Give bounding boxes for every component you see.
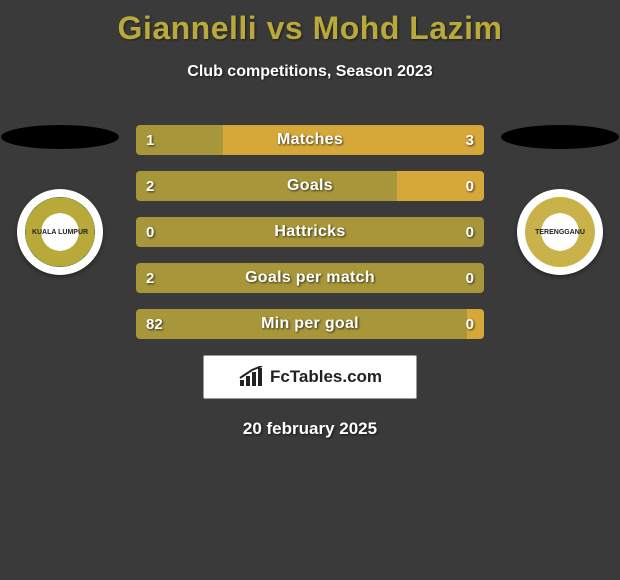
page-title: Giannelli vs Mohd Lazim [0,10,620,47]
bar-row: Hattricks0 0 [136,217,484,247]
bar-label: Goals [136,171,484,201]
bar-value-left: 2 [136,263,164,293]
chart-icon [238,366,264,388]
bar-row: Min per goal82 0 [136,309,484,339]
footer-date: 20 february 2025 [0,419,620,439]
subtitle: Club competitions, Season 2023 [0,63,620,81]
brand-text: FcTables.com [270,367,382,387]
bar-row: Goals2 0 [136,171,484,201]
bar-value-left: 2 [136,171,164,201]
right-club-badge-label: TERENGGANU [525,197,595,267]
content: Giannelli vs Mohd Lazim Club competition… [0,0,620,439]
comparison-bars: Matches13Goals20Hattricks00Goals per mat… [136,125,484,339]
bar-value-left: 82 [136,309,173,339]
bar-value-left: 0 [136,217,164,247]
bar-value-left: 1 [136,125,164,155]
bar-label: Min per goal [136,309,484,339]
bar-value-right: 3 [456,125,484,155]
bar-row: Goals per match2 0 [136,263,484,293]
right-club-badge: TERENGGANU [517,189,603,275]
brand-box: FcTables.com [203,355,417,399]
bar-value-right: 0 [456,309,484,339]
bar-value-right: 0 [456,217,484,247]
right-team-column: TERENGGANU [500,125,620,275]
bar-value-right: 0 [456,171,484,201]
chart-area: KUALA LUMPUR TERENGGANU Matches13Goals20… [0,125,620,339]
left-club-badge-label: KUALA LUMPUR [25,197,95,267]
left-team-column: KUALA LUMPUR [0,125,120,275]
comparison-card: Giannelli vs Mohd Lazim Club competition… [0,0,620,580]
bar-row: Matches1 3 [136,125,484,155]
bar-value-right: 0 [456,263,484,293]
shadow-ellipse [1,125,119,149]
bar-label: Matches [136,125,484,155]
left-club-badge: KUALA LUMPUR [17,189,103,275]
bar-label: Hattricks [136,217,484,247]
bar-label: Goals per match [136,263,484,293]
shadow-ellipse [501,125,619,149]
